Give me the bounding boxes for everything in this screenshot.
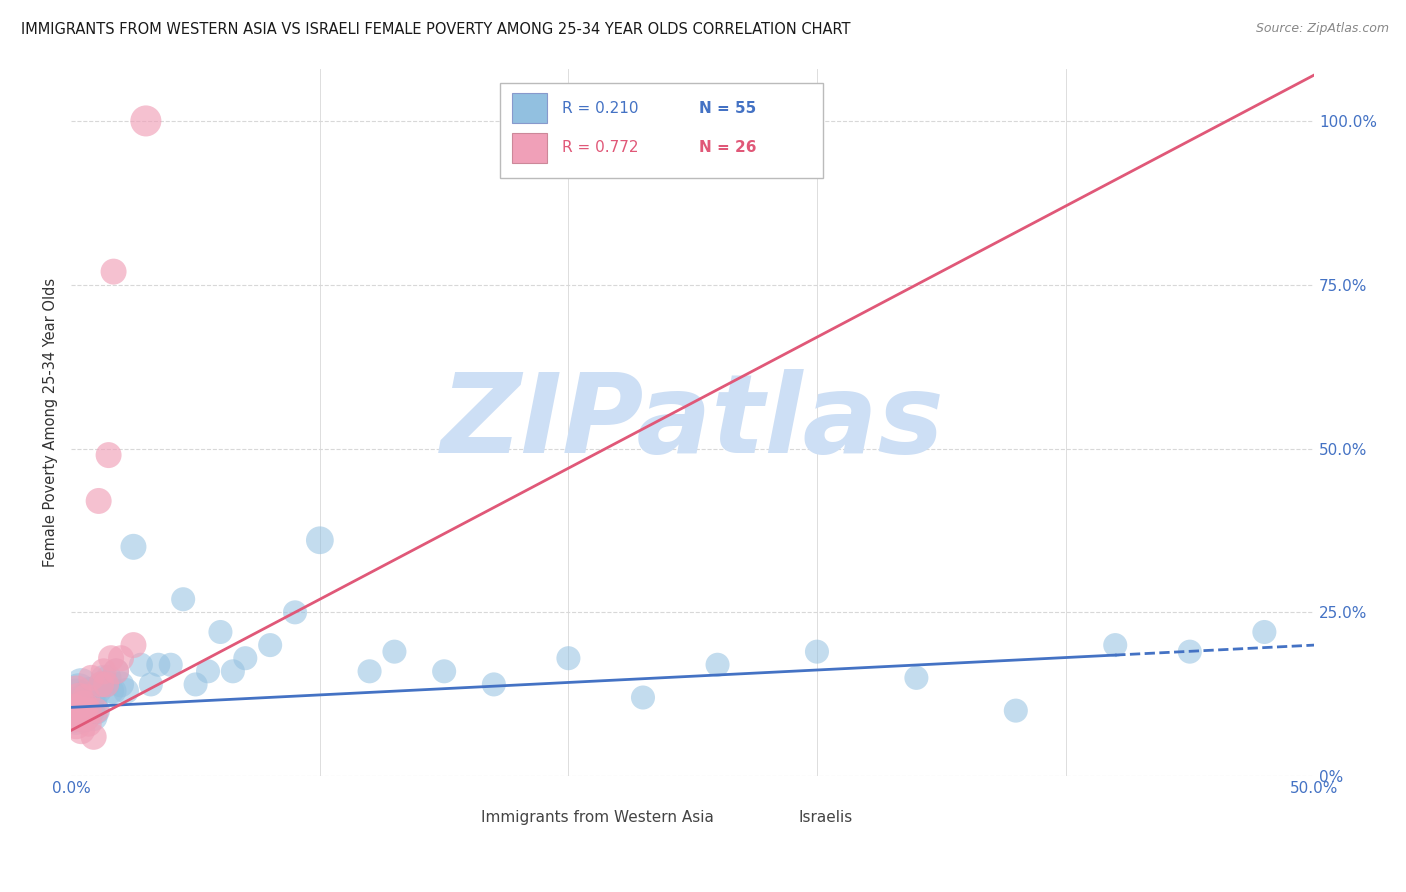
Point [110, 677, 132, 691]
Text: N = 55: N = 55 [699, 101, 756, 116]
Point [90, 677, 112, 691]
Point [631, 690, 654, 705]
Point [87, 684, 110, 698]
Point [67, 690, 90, 705]
Point [94, 677, 117, 691]
Point [80, 704, 103, 718]
Point [70, 723, 93, 738]
Point [115, 684, 138, 698]
Point [105, 665, 128, 679]
Point [100, 651, 122, 665]
Point [1253, 625, 1275, 640]
Point [103, 684, 125, 698]
Point [1104, 638, 1126, 652]
Point [87, 494, 110, 508]
Point [482, 677, 505, 691]
Point [62, 704, 84, 718]
Point [110, 651, 132, 665]
Point [97, 448, 120, 462]
Point [209, 625, 232, 640]
Point [75, 704, 97, 718]
Point [129, 657, 152, 672]
Point [80, 671, 103, 685]
Point [70, 704, 93, 718]
Point [65, 710, 87, 724]
Point [105, 665, 128, 679]
Point [284, 605, 307, 619]
Point [384, 645, 406, 659]
Point [80, 690, 103, 705]
Point [359, 665, 381, 679]
Text: Source: ZipAtlas.com: Source: ZipAtlas.com [1256, 22, 1389, 36]
Point [73, 697, 96, 711]
Point [309, 533, 332, 548]
Point [67, 697, 90, 711]
Point [159, 657, 181, 672]
Text: R = 0.772: R = 0.772 [562, 140, 638, 155]
Point [84, 704, 107, 718]
Point [122, 540, 145, 554]
Point [905, 671, 928, 685]
Point [139, 677, 162, 691]
Point [62, 704, 84, 718]
Text: ZIPatlas: ZIPatlas [441, 368, 945, 475]
Point [433, 665, 456, 679]
Text: N = 26: N = 26 [699, 140, 756, 155]
Point [77, 684, 100, 698]
Point [259, 638, 281, 652]
Point [122, 638, 145, 652]
Point [84, 704, 107, 718]
Point [77, 697, 100, 711]
Text: Immigrants from Western Asia: Immigrants from Western Asia [481, 810, 714, 825]
Point [1004, 704, 1026, 718]
Point [148, 657, 170, 672]
Point [197, 665, 219, 679]
FancyBboxPatch shape [444, 806, 471, 828]
Point [83, 730, 105, 744]
FancyBboxPatch shape [501, 83, 823, 178]
Point [65, 684, 87, 698]
Text: IMMIGRANTS FROM WESTERN ASIA VS ISRAELI FEMALE POVERTY AMONG 25-34 YEAR OLDS COR: IMMIGRANTS FROM WESTERN ASIA VS ISRAELI … [21, 22, 851, 37]
Point [706, 657, 728, 672]
Point [222, 665, 245, 679]
Point [75, 710, 97, 724]
Y-axis label: Female Poverty Among 25-34 Year Olds: Female Poverty Among 25-34 Year Olds [44, 277, 58, 567]
Point [73, 704, 96, 718]
FancyBboxPatch shape [761, 806, 789, 828]
Point [90, 677, 112, 691]
Point [73, 710, 96, 724]
Point [94, 677, 117, 691]
Point [93, 671, 115, 685]
Point [70, 677, 93, 691]
Point [77, 716, 100, 731]
Point [172, 592, 194, 607]
Point [97, 671, 120, 685]
Point [65, 690, 87, 705]
Point [67, 710, 90, 724]
Point [93, 665, 115, 679]
Point [806, 645, 828, 659]
FancyBboxPatch shape [513, 133, 547, 162]
Text: Israelis: Israelis [799, 810, 852, 825]
Text: R = 0.210: R = 0.210 [562, 101, 638, 116]
Point [75, 690, 97, 705]
Point [100, 684, 122, 698]
Point [83, 710, 105, 724]
Point [67, 684, 90, 698]
Point [103, 265, 125, 279]
Point [233, 651, 256, 665]
Point [184, 677, 207, 691]
Point [65, 716, 87, 731]
FancyBboxPatch shape [513, 94, 547, 123]
Point [73, 697, 96, 711]
Point [135, 114, 157, 128]
Point [83, 697, 105, 711]
Point [1178, 645, 1201, 659]
Point [77, 704, 100, 718]
Point [75, 690, 97, 705]
Point [557, 651, 579, 665]
